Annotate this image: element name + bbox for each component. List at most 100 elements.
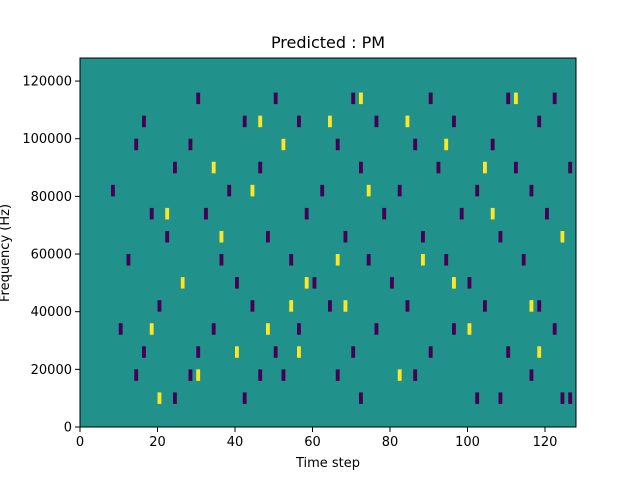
heatmap-cell-high <box>180 277 185 289</box>
x-tick-label: 40 <box>227 435 244 450</box>
plot-frame <box>79 57 577 428</box>
x-tick-label: 60 <box>304 435 321 450</box>
heatmap-cell-low <box>242 115 247 128</box>
heatmap-cell-low <box>266 230 270 243</box>
heatmap-cell-low <box>297 323 301 335</box>
y-tick-label: 100000 <box>22 132 72 147</box>
heatmap-cell-low <box>335 138 340 151</box>
heatmap-cell-low <box>359 161 363 174</box>
heatmap-cell-low <box>173 392 177 404</box>
heatmap-cell-low <box>568 392 573 404</box>
heatmap-cell-low <box>297 115 301 128</box>
heatmap-cell-low <box>421 230 425 243</box>
y-tick-label: 40000 <box>31 305 72 320</box>
heatmap-cell-low <box>343 230 348 243</box>
heatmap-cell-high <box>304 277 309 289</box>
heatmap-cell-low <box>366 254 371 266</box>
heatmap-cells <box>111 92 573 404</box>
x-tick-label: 20 <box>149 435 166 450</box>
heatmap-cell-high <box>343 300 348 312</box>
heatmap-cell-low <box>142 346 146 358</box>
heatmap-cell-high <box>250 184 255 197</box>
heatmap-cell-high <box>397 369 402 381</box>
x-axis-label: Time step <box>295 456 360 471</box>
heatmap-cell-low <box>273 346 278 358</box>
x-tick-label: 80 <box>382 435 399 450</box>
heatmap-cell-low <box>498 230 503 243</box>
heatmap-cell-high <box>149 323 154 335</box>
x-tick-label: 0 <box>76 435 84 450</box>
heatmap-cell-high <box>490 207 495 220</box>
heatmap-cell-high <box>452 277 456 289</box>
heatmap-cell-low <box>258 369 263 381</box>
heatmap-cell-low <box>219 254 224 266</box>
heatmap-cell-low <box>498 392 503 404</box>
heatmap-cell-high <box>328 115 332 128</box>
heatmap-cell-high <box>537 346 542 358</box>
heatmap-cell-high <box>366 184 371 197</box>
plot-area <box>80 58 576 427</box>
heatmap-cell-low <box>289 254 294 266</box>
heatmap-cell-low <box>304 207 309 220</box>
heatmap-cell-high <box>483 161 487 174</box>
heatmap-cell-low <box>328 300 332 312</box>
heatmap-cell-low <box>537 115 542 128</box>
heatmap-cell-low <box>335 369 340 381</box>
y-axis-label: Frequency (Hz) <box>0 204 13 302</box>
chart-title: Predicted : PM <box>271 33 385 52</box>
heatmap-cell-low <box>227 184 232 197</box>
heatmap-cell-low <box>390 277 394 289</box>
heatmap-cell-low <box>351 92 356 105</box>
heatmap-cell-low <box>142 115 146 128</box>
heatmap-cell-low <box>281 369 286 381</box>
heatmap-cell-high <box>258 115 263 128</box>
heatmap-cell-low <box>537 300 542 312</box>
y-tick-label: 60000 <box>31 248 72 263</box>
heatmap-cell-low <box>529 184 534 197</box>
heatmap-cell-low <box>545 207 549 220</box>
heatmap-cell-high <box>514 92 518 105</box>
heatmap-cell-low <box>173 161 177 174</box>
heatmap-cell-high <box>444 138 449 151</box>
heatmap-cell-low <box>242 392 247 404</box>
heatmap-cell-low <box>521 254 526 266</box>
heatmap-cell-low <box>444 254 449 266</box>
heatmap-cell-low <box>552 92 557 105</box>
heatmap-cell-low <box>452 115 456 128</box>
heatmap-cell-low <box>529 369 534 381</box>
heatmap-cell-high <box>266 323 270 335</box>
heatmap-cell-high <box>529 300 534 312</box>
heatmap-cell-high <box>235 346 239 358</box>
y-tick-label: 80000 <box>31 190 72 205</box>
y-axis-ticks: 0 20000 40000 60000 80000 100000 120000 <box>22 75 80 436</box>
heatmap-cell-low <box>351 346 356 358</box>
heatmap-cell-low <box>126 254 131 266</box>
heatmap-cell-low <box>452 323 456 335</box>
heatmap-cell-low <box>359 392 363 404</box>
heatmap-cell-high <box>211 161 216 174</box>
heatmap-cell-low <box>397 184 402 197</box>
heatmap-cell-low <box>134 138 139 151</box>
heatmap-cell-low <box>467 277 472 289</box>
heatmap-cell-low <box>374 115 379 128</box>
x-axis-ticks: 0 20 40 60 80 100 120 <box>76 427 558 450</box>
heatmap-cell-low <box>490 138 495 151</box>
heatmap-cell-high <box>157 392 162 404</box>
heatmap-cell-low <box>111 184 115 197</box>
heatmap-cell-low <box>428 346 433 358</box>
heatmap-cell-low <box>250 300 255 312</box>
heatmap-cell-high <box>335 254 340 266</box>
heatmap-cell-low <box>483 300 487 312</box>
x-tick-label: 120 <box>533 435 558 450</box>
heatmap-cell-high <box>289 300 294 312</box>
heatmap-cell-high <box>281 138 286 151</box>
y-tick-label: 0 <box>64 421 72 436</box>
heatmap-cell-high <box>196 369 201 381</box>
heatmap-cell-low <box>475 392 480 404</box>
heatmap-cell-low <box>374 323 379 335</box>
x-tick-label: 100 <box>455 435 480 450</box>
heatmap-cell-low <box>118 323 123 335</box>
heatmap-cell-low <box>273 92 278 105</box>
heatmap-cell-low <box>459 207 464 220</box>
